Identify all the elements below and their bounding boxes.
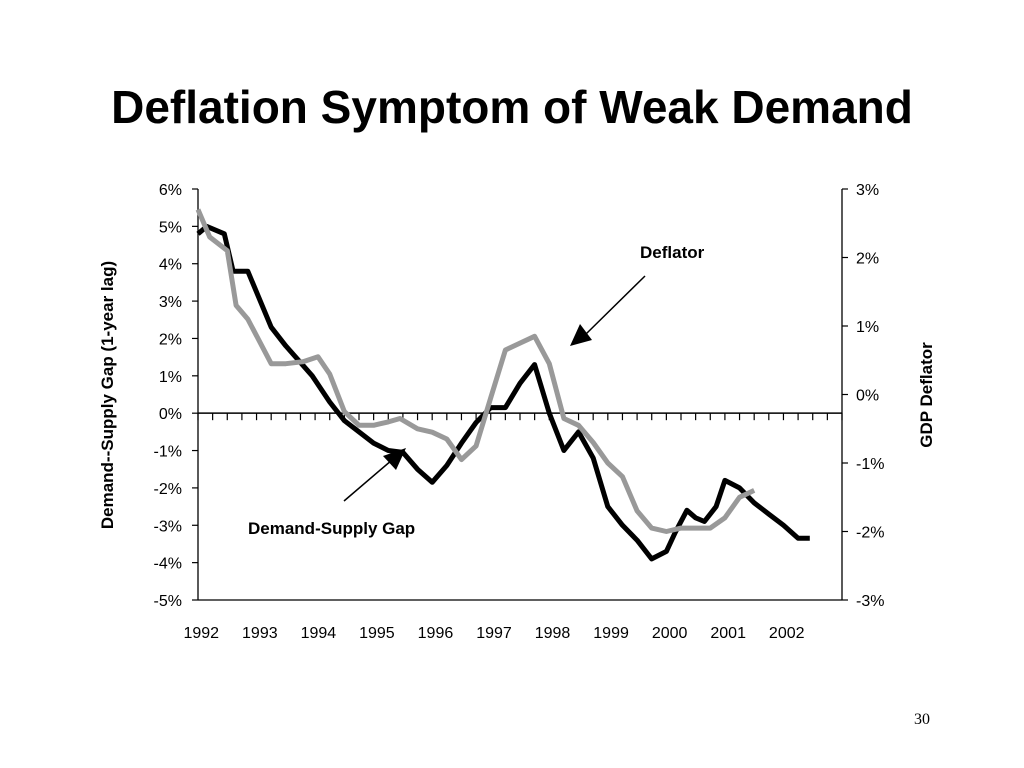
chart-series	[195, 208, 810, 562]
y-left-tick-labels: 6% 5% 4% 3% 2% 1% 0% -1% -2% -3% -4% -5%	[154, 182, 182, 610]
gap-arrow-line	[343, 459, 393, 502]
demand-supply-gap-line	[196, 223, 810, 562]
chart-axes	[192, 188, 848, 601]
x-tick-labels: 1992 1993 1994 1995 1996 1997 1998 1999 2000 2001…	[183, 625, 804, 642]
x-tick-label: 1994	[301, 625, 337, 642]
y-axis-left-title: Demand--Supply Gap (1-year lag)	[98, 261, 117, 529]
x-tick-label: 2001	[710, 625, 746, 642]
y-left-tick-label: -4%	[154, 556, 182, 573]
y-left-tick-label: -2%	[154, 481, 182, 498]
y-left-tick-label: 0%	[159, 406, 182, 423]
y-left-tick-label: 4%	[159, 257, 182, 274]
y-right-tick-label: 1%	[856, 319, 879, 336]
y-left-tick-label: -5%	[154, 593, 182, 610]
x-tick-label: 1992	[183, 625, 219, 642]
x-tick-label: 1997	[476, 625, 512, 642]
y-right-tick-label: -3%	[856, 593, 884, 610]
slide-title: Deflation Symptom of Weak Demand	[111, 81, 913, 133]
x-tick-label: 2000	[652, 625, 688, 642]
x-tick-label: 2002	[769, 625, 805, 642]
y-right-tick-label: 2%	[856, 251, 879, 268]
y-left-tick-label: 5%	[159, 219, 182, 236]
y-right-tick-label: -2%	[856, 525, 884, 542]
page-number: 30	[914, 711, 930, 728]
y-right-tick-label: -1%	[856, 456, 884, 473]
y-left-tick-label: -3%	[154, 518, 182, 535]
y-left-tick-label: 6%	[159, 182, 182, 199]
y-axis-right-title: GDP Deflator	[917, 342, 936, 448]
x-tick-label: 1995	[359, 625, 395, 642]
deflator-line	[195, 208, 756, 534]
y-left-tick-label: 3%	[159, 294, 182, 311]
x-tick-label: 1996	[418, 625, 454, 642]
y-left-tick-label: 1%	[159, 369, 182, 386]
y-right-tick-label: 3%	[856, 182, 879, 199]
deflator-annotation: Deflator	[640, 243, 705, 262]
y-right-tick-labels: 3% 2% 1% 0% -1% -2% -3%	[856, 182, 884, 610]
x-tick-label: 1993	[242, 625, 278, 642]
x-tick-label: 1999	[593, 625, 629, 642]
y-left-tick-label: 2%	[159, 331, 182, 348]
gap-annotation: Demand-Supply Gap	[248, 519, 415, 538]
x-tick-label: 1998	[535, 625, 571, 642]
deflator-arrowhead	[570, 324, 592, 346]
gap-arrowhead	[383, 448, 406, 470]
y-left-tick-label: -1%	[154, 444, 182, 461]
deflator-arrow-line	[585, 275, 646, 335]
y-right-tick-label: 0%	[856, 388, 879, 405]
